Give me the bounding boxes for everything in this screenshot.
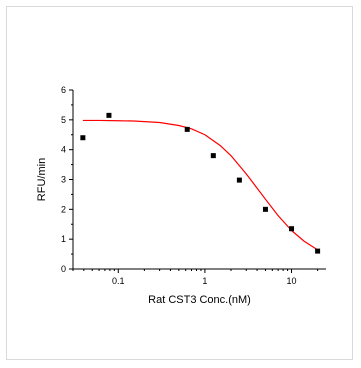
data-point	[106, 112, 112, 118]
y-axis-title: RFU/min	[36, 158, 48, 201]
y-tick-label: 6	[61, 85, 66, 95]
data-point	[210, 153, 216, 159]
axis-labels: Rat CST3 Conc.(nM) RFU/min	[36, 158, 251, 306]
data-point	[236, 177, 242, 183]
x-tick-label: 10	[287, 276, 297, 286]
data-points-layer	[80, 112, 321, 254]
y-tick-label: 2	[61, 204, 66, 214]
chart-frame	[6, 6, 353, 360]
y-tick-label: 3	[61, 175, 66, 185]
x-axis-title: Rat CST3 Conc.(nM)	[148, 294, 251, 306]
y-tick-label: 5	[61, 115, 66, 125]
y-tick-label: 1	[61, 234, 66, 244]
data-point	[80, 135, 86, 141]
axes: 0 1 2 3 4 5 6 0.1 1 10	[61, 85, 326, 286]
data-point	[262, 206, 268, 212]
y-tick-label: 4	[61, 145, 66, 155]
fit-curve	[82, 119, 318, 251]
fit-curve-layer	[82, 119, 318, 251]
x-tick-label: 0.1	[112, 276, 125, 286]
data-point	[315, 248, 321, 254]
data-point	[289, 226, 295, 232]
data-point	[184, 126, 190, 132]
y-tick-label: 0	[61, 264, 66, 274]
x-tick-label: 1	[202, 276, 207, 286]
